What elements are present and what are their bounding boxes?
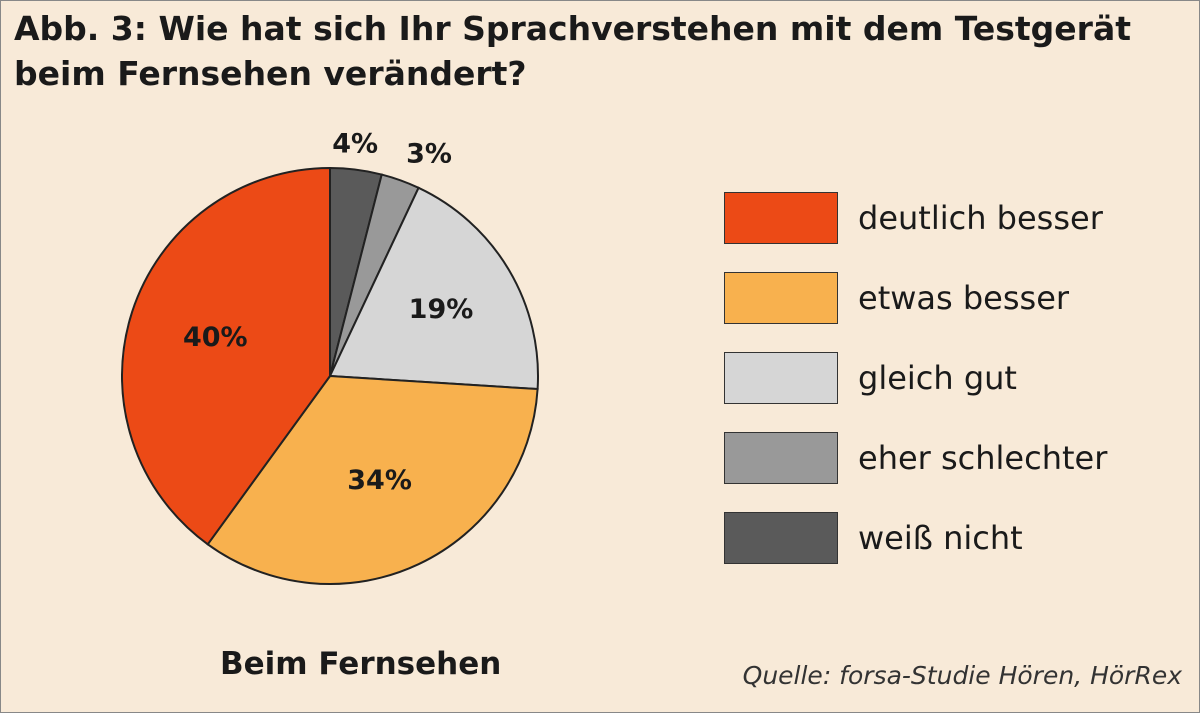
legend-swatch — [724, 512, 838, 564]
chart-subtitle: Beim Fernsehen — [220, 646, 502, 682]
pie-data-label-1: 3% — [406, 138, 452, 169]
pie-slice-3 — [206, 374, 539, 585]
legend-item-deutlich-besser: deutlich besser — [724, 192, 1164, 246]
legend-label: gleich gut — [858, 359, 1017, 397]
pie-slice-2 — [328, 186, 539, 391]
legend-item-weiss-nicht: weiß nicht — [724, 512, 1164, 566]
legend-label: eher schlechter — [858, 439, 1108, 477]
legend-label: deutlich besser — [858, 199, 1103, 237]
legend-swatch — [724, 432, 838, 484]
source-note: Quelle: forsa-Studie Hören, HörRex — [742, 661, 1182, 690]
legend-swatch — [724, 272, 838, 324]
pie-data-label-2: 19% — [409, 294, 474, 325]
legend-swatch — [724, 192, 838, 244]
legend-item-etwas-besser: etwas besser — [724, 272, 1164, 326]
pie-slice-4 — [121, 166, 331, 546]
legend-label: weiß nicht — [858, 519, 1023, 557]
legend-item-gleich-gut: gleich gut — [724, 352, 1164, 406]
pie-data-label-0: 4% — [332, 128, 378, 159]
pie-data-label-4: 40% — [183, 322, 248, 353]
pie-data-label-3: 34% — [347, 465, 412, 496]
chart-title: Abb. 3: Wie hat sich Ihr Sprachverstehen… — [14, 9, 1131, 93]
legend-item-eher-schlechter: eher schlechter — [724, 432, 1164, 486]
legend-label: etwas besser — [858, 279, 1070, 317]
legend-swatch — [724, 352, 838, 404]
